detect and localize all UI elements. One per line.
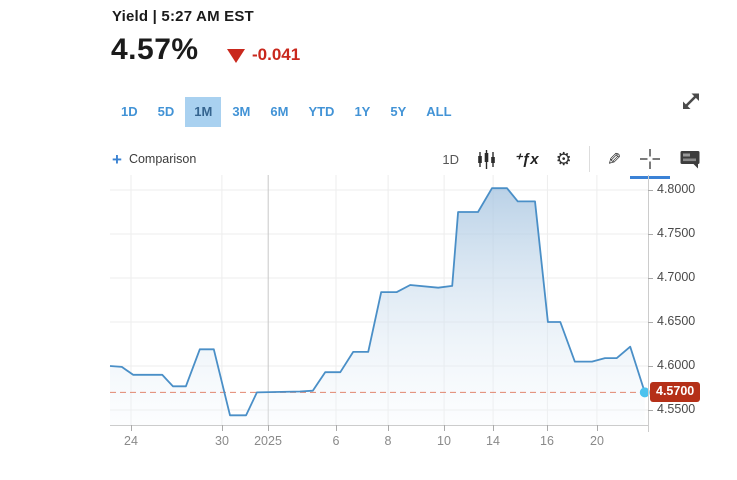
page-title: Yield | 5:27 AM EST bbox=[112, 8, 254, 25]
news-quote-icon[interactable] bbox=[679, 149, 702, 169]
x-axis-line bbox=[110, 425, 648, 426]
yield-change: -0.041 bbox=[252, 45, 301, 64]
x-axis-label: 2025 bbox=[254, 434, 282, 448]
x-axis-tick bbox=[444, 425, 445, 431]
expand-icon[interactable] bbox=[678, 88, 704, 114]
x-axis-tick bbox=[268, 425, 269, 431]
chart-area bbox=[110, 188, 645, 425]
x-axis-label: 6 bbox=[332, 434, 340, 448]
y-axis-tick bbox=[648, 234, 653, 235]
last-price-dot bbox=[639, 387, 650, 398]
x-axis-label: 24 bbox=[124, 434, 138, 448]
chart-toolbar: + Comparison 1D ⁺ƒx ⚙ ✎ bbox=[112, 143, 702, 179]
y-axis-label: 4.6500 bbox=[657, 314, 696, 328]
x-axis-tick bbox=[388, 425, 389, 431]
last-price-badge: 4.5700 bbox=[650, 382, 701, 402]
chart-line bbox=[109, 187, 646, 417]
range-tab-1y[interactable]: 1Y bbox=[354, 104, 371, 119]
range-tab-ytd[interactable]: YTD bbox=[308, 104, 335, 119]
x-axis-label: 16 bbox=[540, 434, 554, 448]
pencil-draw-icon[interactable]: ✎ bbox=[606, 149, 621, 169]
x-axis-label: 14 bbox=[486, 434, 500, 448]
expand-arrows bbox=[683, 93, 699, 109]
x-axis-label: 30 bbox=[215, 434, 229, 448]
x-axis-label: 10 bbox=[437, 434, 451, 448]
y-axis-label: 4.6000 bbox=[657, 358, 696, 372]
x-axis-tick bbox=[336, 425, 337, 431]
range-tab-5d[interactable]: 5D bbox=[157, 104, 175, 119]
range-tab-5y[interactable]: 5Y bbox=[390, 104, 407, 119]
comparison-label: Comparison bbox=[128, 152, 197, 166]
x-axis-tick bbox=[222, 425, 223, 431]
candlestick-icon[interactable] bbox=[476, 149, 497, 170]
toolbar-divider bbox=[588, 146, 590, 172]
function-icon[interactable]: ⁺ƒx bbox=[514, 151, 539, 168]
range-tab-1m[interactable]: 1M bbox=[185, 97, 222, 128]
y-axis-label: 4.7500 bbox=[657, 226, 696, 240]
range-tab-1d[interactable]: 1D bbox=[121, 104, 138, 119]
y-axis-line bbox=[648, 175, 649, 432]
range-tab-all[interactable]: ALL bbox=[426, 104, 452, 119]
y-axis-label: 4.5500 bbox=[657, 402, 696, 416]
range-tabs: 1D 5D 1M 3M 6M YTD 1Y 5Y ALL bbox=[112, 97, 461, 128]
y-axis-tick bbox=[648, 410, 653, 411]
chart-plot-area[interactable] bbox=[109, 175, 650, 425]
x-axis-tick bbox=[597, 425, 598, 431]
x-axis-tick bbox=[547, 425, 548, 431]
x-axis-label: 20 bbox=[590, 434, 604, 448]
plus-icon: + bbox=[112, 149, 122, 169]
y-axis-tick bbox=[648, 322, 653, 323]
y-axis-tick bbox=[648, 366, 653, 367]
add-comparison-button[interactable]: + Comparison bbox=[112, 151, 196, 168]
x-axis-label: 8 bbox=[384, 434, 392, 448]
interval-selector[interactable]: 1D bbox=[442, 151, 459, 167]
active-tool-underline bbox=[630, 176, 670, 179]
gear-icon[interactable]: ⚙ bbox=[555, 149, 572, 169]
range-tab-6m[interactable]: 6M bbox=[270, 104, 289, 119]
down-triangle-icon bbox=[227, 49, 245, 63]
y-axis-tick bbox=[648, 190, 653, 191]
x-axis-tick bbox=[493, 425, 494, 431]
yield-value: 4.57% bbox=[111, 33, 199, 66]
y-axis-label: 4.7000 bbox=[657, 270, 696, 284]
tool-buttons: 1D ⁺ƒx ⚙ ✎ bbox=[442, 146, 702, 179]
range-tab-3m[interactable]: 3M bbox=[232, 104, 251, 119]
y-axis-label: 4.8000 bbox=[657, 182, 696, 196]
crosshair-icon[interactable] bbox=[630, 147, 670, 179]
x-axis-tick bbox=[131, 425, 132, 431]
y-axis-tick bbox=[648, 278, 653, 279]
